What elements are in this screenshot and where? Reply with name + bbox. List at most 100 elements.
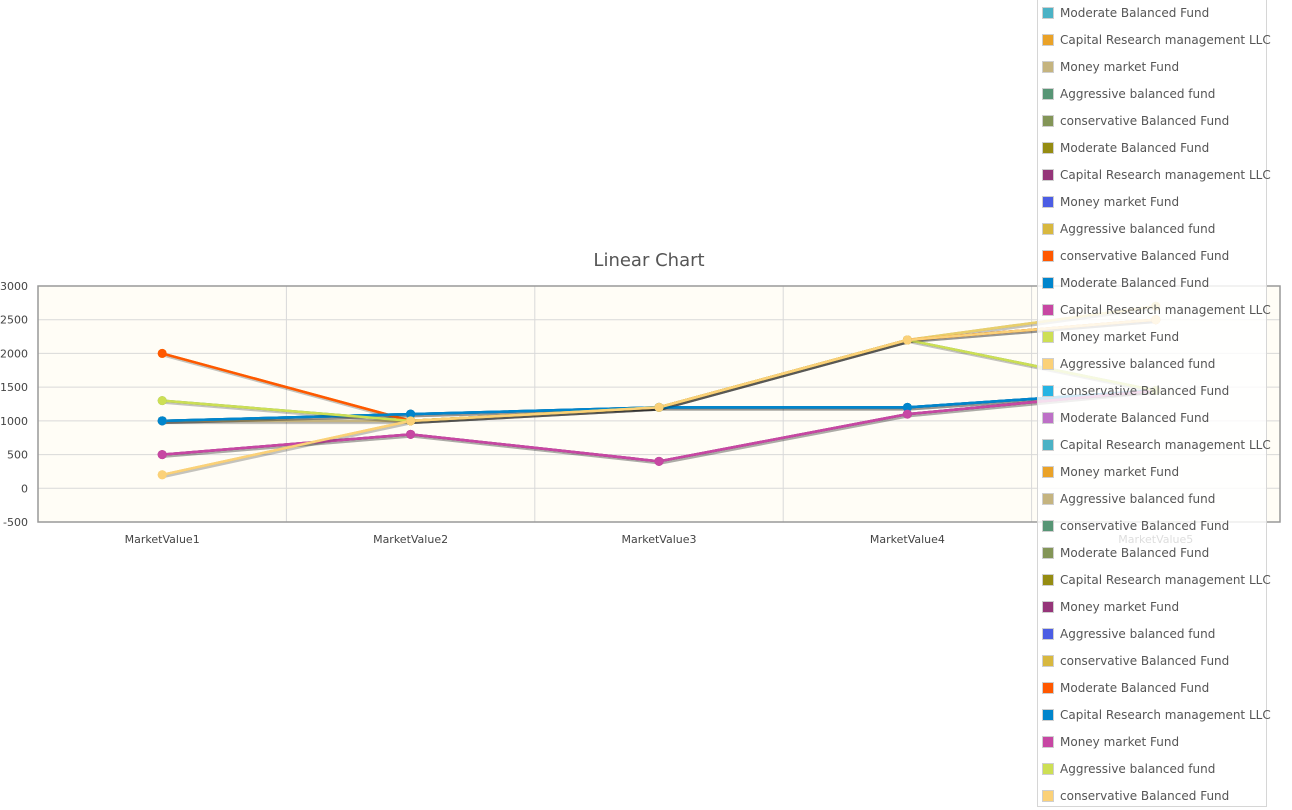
legend-swatch xyxy=(1042,412,1054,424)
series-point xyxy=(406,429,416,439)
legend-swatch xyxy=(1042,358,1054,370)
legend-swatch xyxy=(1042,250,1054,262)
legend-item: Aggressive balanced fund xyxy=(1038,756,1266,783)
series-point xyxy=(157,416,167,426)
series-point xyxy=(406,409,416,419)
legend-label: Capital Research management LLC xyxy=(1060,438,1271,452)
y-tick-label: 2000 xyxy=(0,347,28,360)
legend-label: Aggressive balanced fund xyxy=(1060,87,1216,101)
legend-swatch xyxy=(1042,196,1054,208)
legend-item: Aggressive balanced fund xyxy=(1038,216,1266,243)
legend-swatch xyxy=(1042,763,1054,775)
legend-label: conservative Balanced Fund xyxy=(1060,249,1230,263)
legend-item: conservative Balanced Fund xyxy=(1038,513,1266,540)
legend-label: Moderate Balanced Fund xyxy=(1060,6,1210,20)
y-tick-label: 500 xyxy=(7,449,28,462)
legend-item: Moderate Balanced Fund xyxy=(1038,270,1266,297)
legend-label: Moderate Balanced Fund xyxy=(1060,681,1210,695)
legend-swatch xyxy=(1042,115,1054,127)
legend-item: Aggressive balanced fund xyxy=(1038,621,1266,648)
legend-swatch xyxy=(1042,655,1054,667)
legend-label: Capital Research management LLC xyxy=(1060,303,1271,317)
legend-item: Capital Research management LLC xyxy=(1038,432,1271,459)
series-point xyxy=(157,450,167,460)
legend-swatch xyxy=(1042,520,1054,532)
legend-swatch xyxy=(1042,304,1054,316)
legend-item: Moderate Balanced Fund xyxy=(1038,0,1266,27)
legend-label: conservative Balanced Fund xyxy=(1060,789,1230,803)
legend-label: Moderate Balanced Fund xyxy=(1060,411,1210,425)
series-point xyxy=(157,348,167,358)
legend-label: Aggressive balanced fund xyxy=(1060,357,1216,371)
series-point xyxy=(654,456,664,466)
legend-label: Money market Fund xyxy=(1060,735,1180,749)
series-point xyxy=(157,396,167,406)
series-points xyxy=(157,301,1161,480)
legend-label: Capital Research management LLC xyxy=(1060,708,1271,722)
x-tick-label: MarketValue3 xyxy=(621,533,696,546)
legend-item: conservative Balanced Fund xyxy=(1038,108,1266,135)
legend-swatch xyxy=(1042,277,1054,289)
legend-label: Money market Fund xyxy=(1060,60,1180,74)
legend-item: Capital Research management LLC xyxy=(1038,567,1271,594)
series-point xyxy=(654,402,664,412)
legend-swatch xyxy=(1042,682,1054,694)
legend-item: Moderate Balanced Fund xyxy=(1038,540,1266,567)
legend-label: Capital Research management LLC xyxy=(1060,168,1271,182)
legend-label: conservative Balanced Fund xyxy=(1060,519,1230,533)
series-point xyxy=(157,470,167,480)
y-tick-label: 1000 xyxy=(0,415,28,428)
legend-label: Capital Research management LLC xyxy=(1060,33,1271,47)
legend-swatch xyxy=(1042,34,1054,46)
chart-legend: Moderate Balanced Fund Capital Research m… xyxy=(1037,0,1271,810)
legend-label: conservative Balanced Fund xyxy=(1060,654,1230,668)
legend-label: Aggressive balanced fund xyxy=(1060,627,1216,641)
legend-swatch xyxy=(1042,61,1054,73)
series-point xyxy=(902,335,912,345)
y-tick-label: -500 xyxy=(3,516,28,529)
legend-label: Money market Fund xyxy=(1060,465,1180,479)
legend-item: conservative Balanced Fund xyxy=(1038,648,1266,675)
legend-item: Money market Fund xyxy=(1038,54,1266,81)
y-tick-label: 0 xyxy=(21,482,28,495)
legend-label: Money market Fund xyxy=(1060,600,1180,614)
legend-swatch xyxy=(1042,547,1054,559)
series-point xyxy=(902,402,912,412)
legend-swatch xyxy=(1042,601,1054,613)
legend-swatch xyxy=(1042,223,1054,235)
legend-item: conservative Balanced Fund xyxy=(1038,783,1266,810)
y-tick-label: 2500 xyxy=(0,314,28,327)
legend-swatch xyxy=(1042,385,1054,397)
legend-item: Capital Research management LLC xyxy=(1038,297,1271,324)
legend-swatch xyxy=(1042,790,1054,802)
legend-item: Moderate Balanced Fund xyxy=(1038,675,1266,702)
y-tick-label: 3000 xyxy=(0,280,28,293)
legend-label: conservative Balanced Fund xyxy=(1060,114,1230,128)
legend-item: Money market Fund xyxy=(1038,459,1266,486)
legend-item: Money market Fund xyxy=(1038,594,1266,621)
plot-border xyxy=(37,285,1281,523)
legend-item: Money market Fund xyxy=(1038,324,1266,351)
legend-label: Capital Research management LLC xyxy=(1060,573,1271,587)
legend-item: Moderate Balanced Fund xyxy=(1038,135,1266,162)
legend-item: Aggressive balanced fund xyxy=(1038,351,1266,378)
legend-swatch xyxy=(1042,574,1054,586)
legend-item: Aggressive balanced fund xyxy=(1038,486,1266,513)
legend-swatch xyxy=(1042,628,1054,640)
legend-swatch xyxy=(1042,439,1054,451)
legend-item: Aggressive balanced fund xyxy=(1038,81,1266,108)
legend-label: Aggressive balanced fund xyxy=(1060,762,1216,776)
legend-label: Moderate Balanced Fund xyxy=(1060,546,1210,560)
y-tick-label: 1500 xyxy=(0,381,28,394)
legend-item: Capital Research management LLC xyxy=(1038,702,1271,729)
legend-swatch xyxy=(1042,169,1054,181)
legend-swatch xyxy=(1042,88,1054,100)
legend-item: Money market Fund xyxy=(1038,189,1266,216)
legend-item: Money market Fund xyxy=(1038,729,1266,756)
x-tick-label: MarketValue1 xyxy=(125,533,200,546)
legend-swatch xyxy=(1042,709,1054,721)
chart-title: Linear Chart xyxy=(593,250,705,271)
legend-swatch xyxy=(1042,466,1054,478)
x-tick-label: MarketValue2 xyxy=(373,533,448,546)
legend-swatch xyxy=(1042,493,1054,505)
